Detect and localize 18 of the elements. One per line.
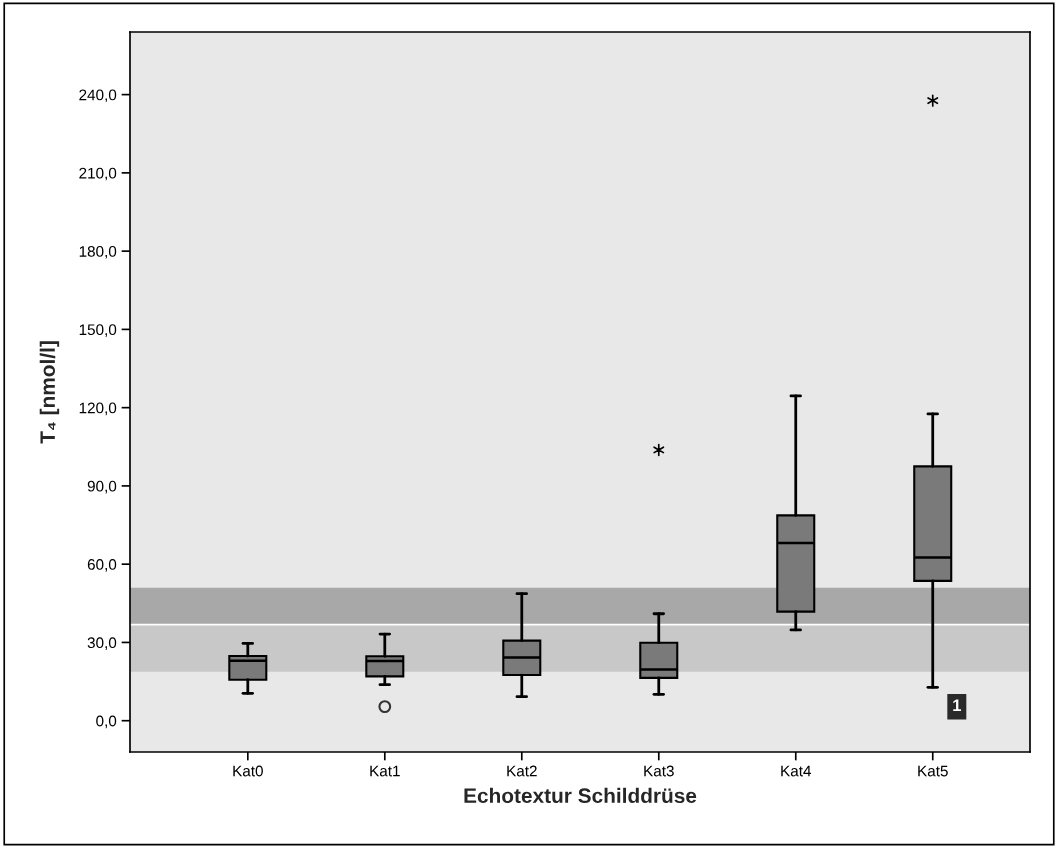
y-axis-title: T₄ [nmol/l]: [39, 341, 60, 444]
x-axis-title: Echotextur Schilddrüse: [464, 787, 697, 804]
x-tick-label: Kat3: [644, 765, 674, 777]
y-tick-label: 240,0: [79, 89, 117, 103]
annotation: 1: [953, 699, 961, 712]
y-tick-label: 30,0: [87, 637, 117, 650]
y-tick-label: 60,0: [87, 559, 117, 572]
y-tick-label: 150,0: [79, 324, 117, 337]
x-tick-label: Kat0: [233, 765, 263, 777]
y-tick-label: 180,0: [79, 246, 117, 259]
x-tick-label: Kat2: [507, 765, 537, 777]
x-tick-label: Kat4: [781, 765, 812, 777]
y-tick-label: 90,0: [87, 480, 117, 494]
y-tick-label: 120,0: [79, 402, 117, 416]
y-tick-label: 210,0: [79, 167, 117, 181]
x-tick-label: Kat1: [370, 765, 400, 777]
y-tick-label: 0,0: [96, 715, 117, 729]
x-tick-label: Kat5: [918, 765, 948, 777]
